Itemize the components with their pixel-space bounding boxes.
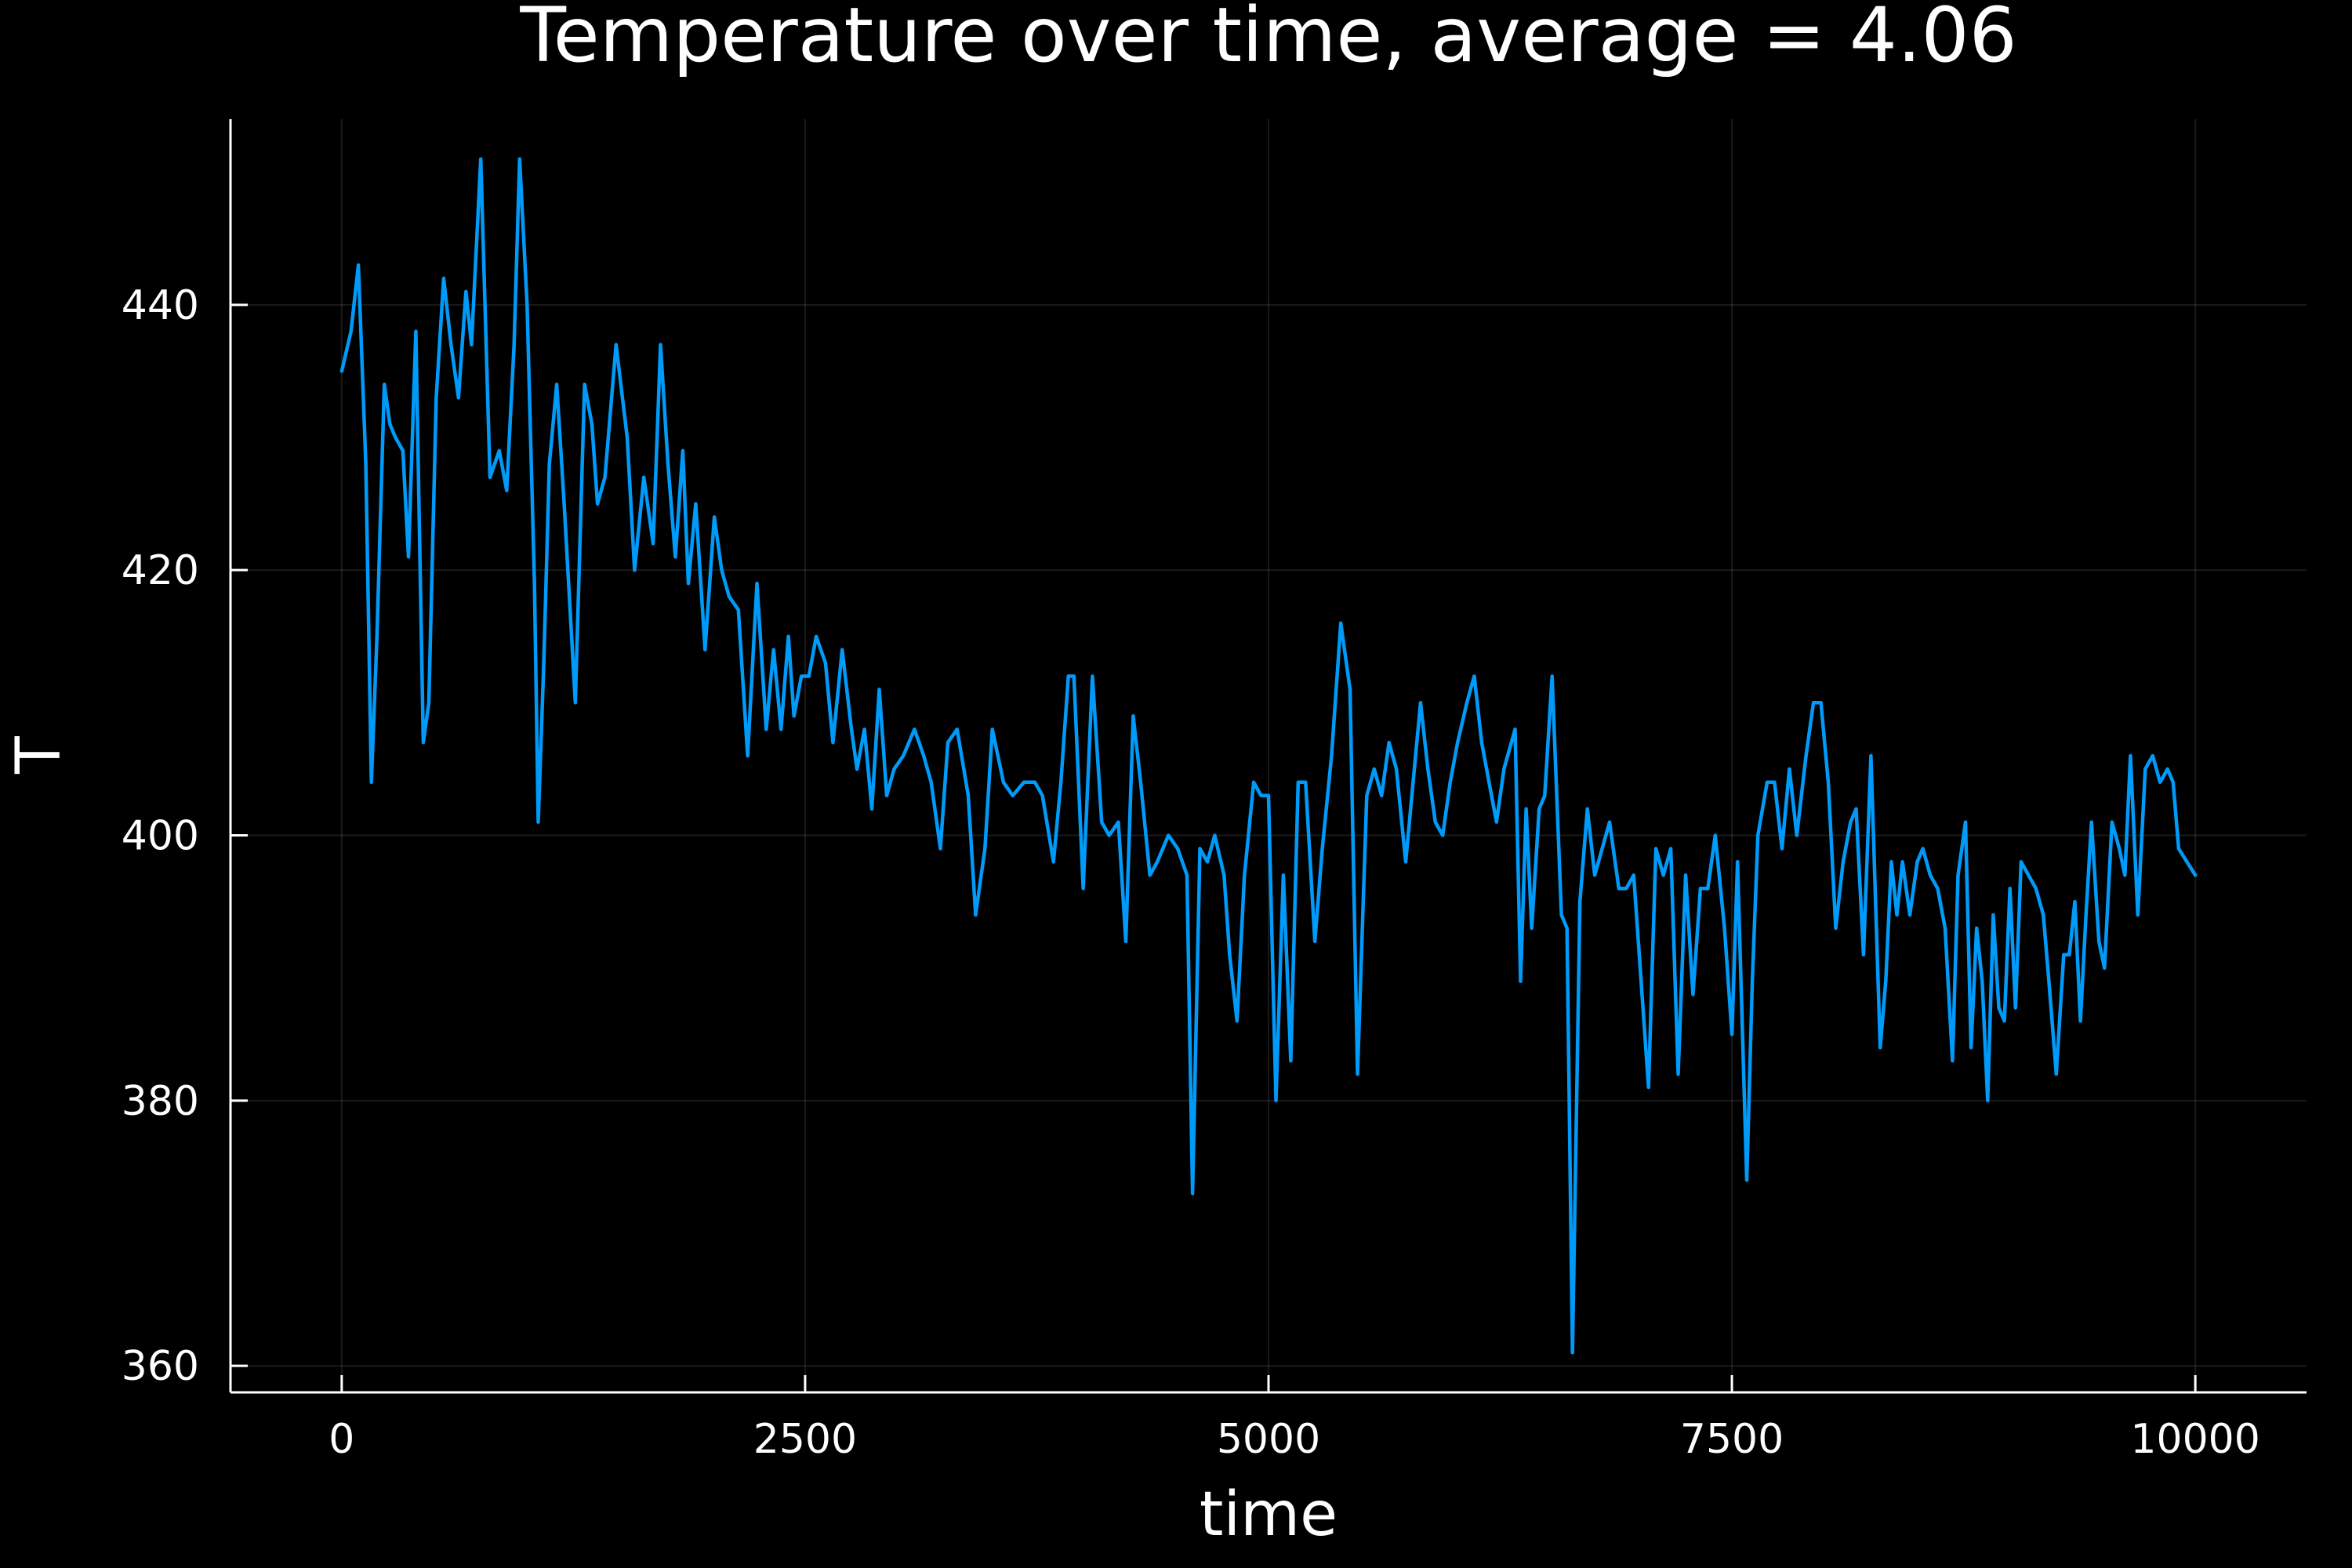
x-axis-title: time	[1200, 1479, 1338, 1550]
y-axis-title: T	[4, 736, 74, 775]
x-tick-label: 10000	[2130, 1416, 2259, 1463]
chart-title: Temperature over time, average = 4.06	[519, 0, 2016, 79]
grid	[230, 119, 2307, 1392]
x-tick-label: 0	[328, 1416, 354, 1463]
x-tick-label: 7500	[1680, 1416, 1784, 1463]
y-tick-label: 380	[122, 1078, 199, 1125]
series-line	[339, 157, 2198, 1355]
x-tick-label: 2500	[753, 1416, 857, 1463]
y-tick-label: 420	[122, 547, 199, 594]
y-tick-label: 440	[122, 282, 199, 329]
series	[339, 157, 2198, 1355]
ticks: 0 2500 5000 7500 10000 360 380 400 420 440	[122, 282, 2260, 1463]
x-tick-label: 5000	[1217, 1416, 1320, 1463]
y-tick-label: 400	[122, 813, 199, 860]
y-tick-label: 360	[122, 1343, 199, 1390]
